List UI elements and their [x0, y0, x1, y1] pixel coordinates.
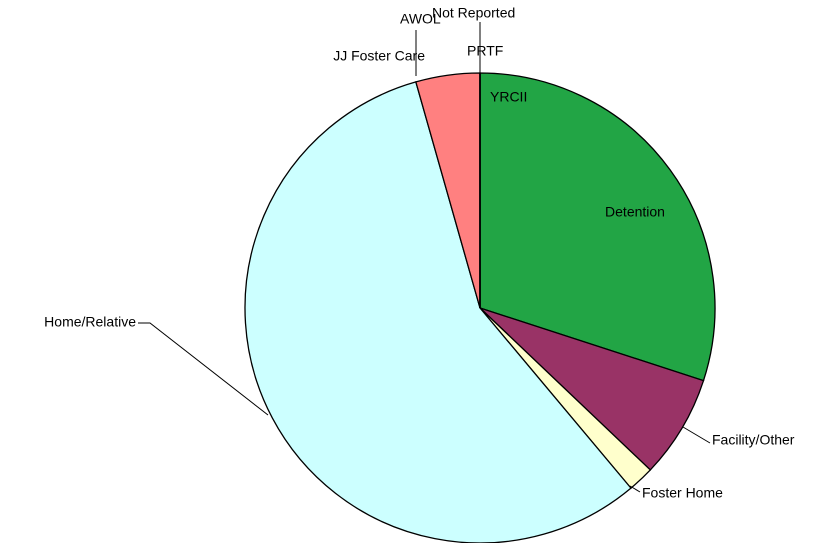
slice-label: Facility/Other — [712, 432, 795, 448]
slice-label: Home/Relative — [44, 314, 136, 330]
leader-line — [138, 322, 269, 416]
leader-line — [682, 426, 711, 444]
slice-label: AWOL — [400, 11, 441, 27]
pie-slice — [479, 72, 716, 382]
slice-label: Detention — [605, 204, 665, 220]
leader-line — [629, 485, 641, 493]
slice-label: Not Reported — [432, 5, 515, 21]
slice-label: YRCII — [490, 89, 527, 105]
slice-label: Foster Home — [642, 485, 723, 501]
pie-slice — [479, 307, 705, 471]
pie-slice — [244, 81, 632, 543]
slice-label: JJ Foster Care — [333, 48, 425, 64]
slice-label: PRTF — [467, 43, 503, 59]
